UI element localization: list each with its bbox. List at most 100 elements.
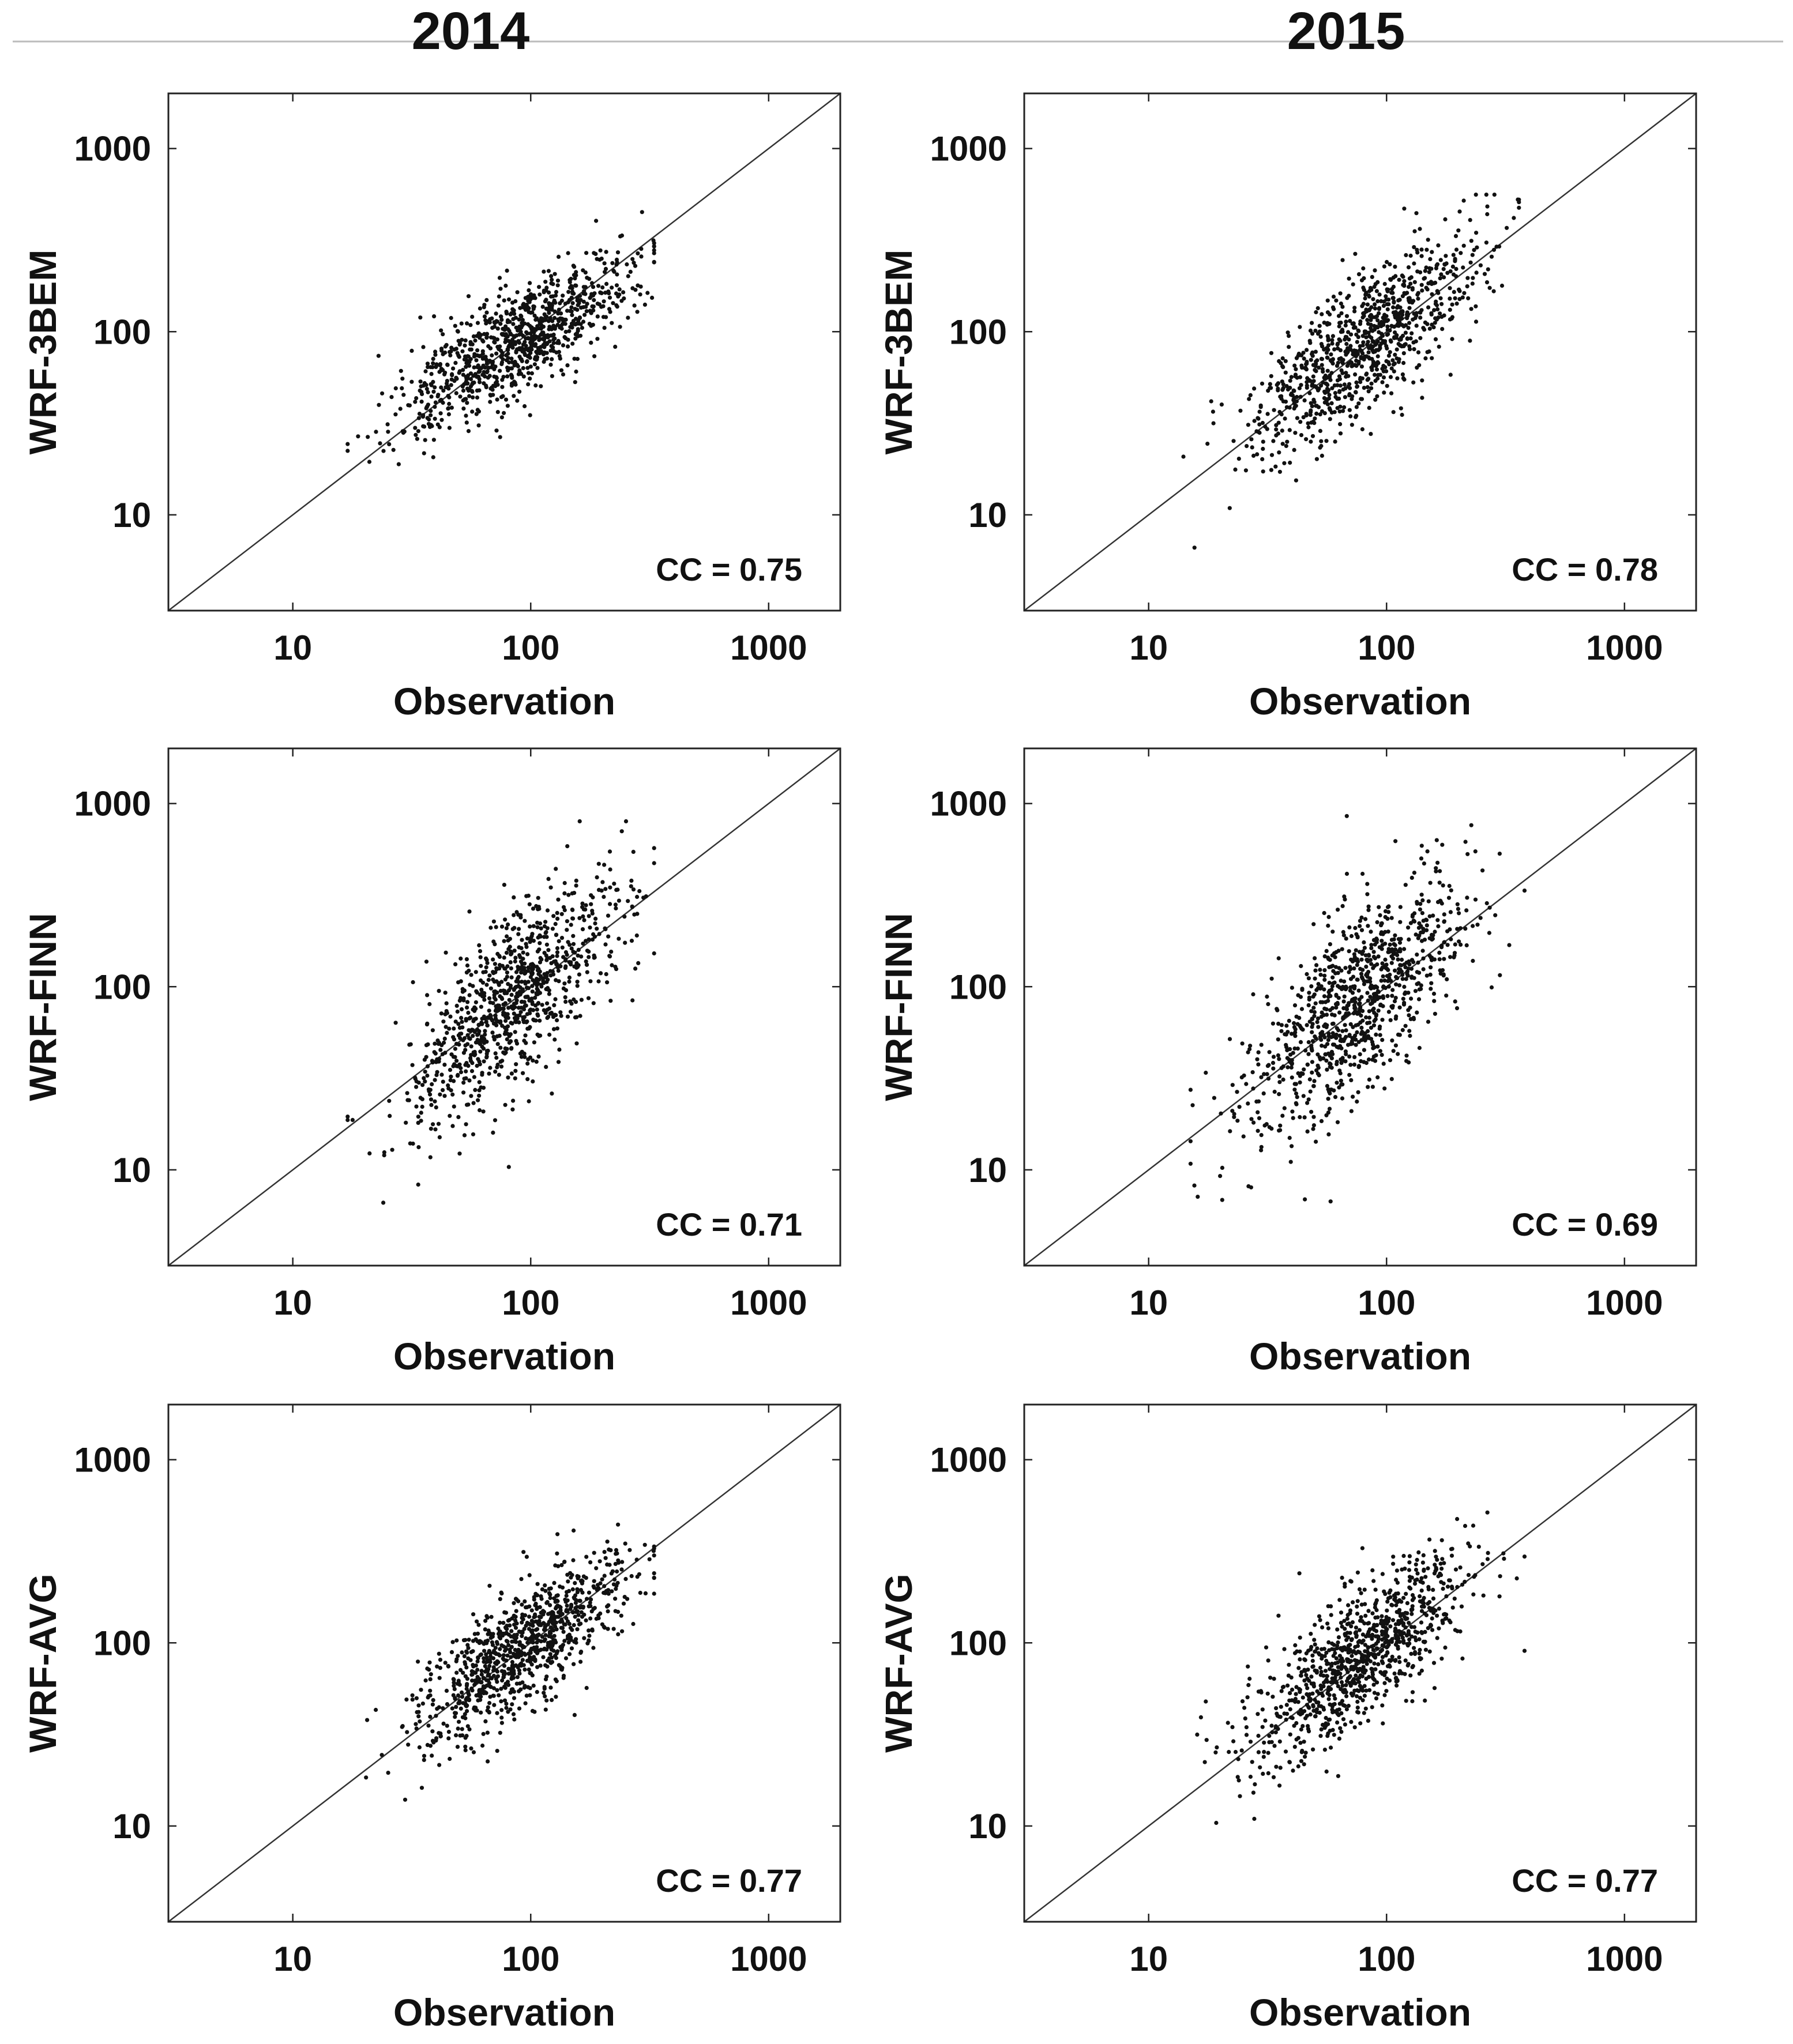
- data-point: [381, 449, 386, 453]
- data-point: [1314, 1068, 1319, 1072]
- data-point: [1401, 360, 1406, 366]
- data-point: [529, 325, 534, 330]
- data-point: [426, 1087, 431, 1092]
- data-point: [1322, 954, 1327, 959]
- data-point: [1412, 229, 1417, 234]
- data-point: [1369, 962, 1374, 966]
- data-point: [511, 1098, 516, 1103]
- data-point: [1435, 899, 1441, 905]
- data-point: [499, 1715, 504, 1720]
- data-point: [1385, 319, 1389, 323]
- data-point: [482, 997, 487, 1002]
- data-point: [1407, 1029, 1412, 1033]
- data-point: [600, 1577, 604, 1582]
- data-point: [493, 989, 498, 994]
- data-point: [531, 1058, 535, 1063]
- data-point: [1472, 248, 1476, 253]
- data-point: [1305, 972, 1309, 977]
- data-point: [429, 394, 434, 399]
- data-point: [474, 989, 479, 993]
- data-point: [1423, 320, 1427, 325]
- data-point: [1292, 404, 1298, 409]
- data-point: [575, 1627, 580, 1632]
- data-point: [520, 1630, 525, 1635]
- data-point: [1340, 328, 1345, 332]
- data-point: [528, 1659, 533, 1664]
- data-point: [537, 1614, 542, 1619]
- column-title-2014: 2014: [412, 2, 530, 61]
- data-point: [1416, 1550, 1421, 1554]
- data-point: [1240, 1041, 1245, 1046]
- data-point: [1384, 297, 1389, 302]
- data-point: [1311, 1127, 1315, 1131]
- data-point: [517, 317, 521, 322]
- data-point: [1319, 439, 1324, 443]
- data-point: [527, 288, 531, 293]
- data-point: [1335, 1062, 1339, 1067]
- data-point: [1367, 334, 1372, 338]
- data-point: [512, 1668, 516, 1673]
- data-point: [575, 1587, 580, 1591]
- data-point: [456, 1654, 460, 1658]
- data-point: [647, 1557, 652, 1561]
- data-point: [1364, 335, 1369, 340]
- data-point: [1287, 345, 1291, 349]
- data-point: [512, 1717, 517, 1722]
- data-point: [591, 1001, 596, 1006]
- data-point: [439, 398, 444, 402]
- data-point: [1332, 1013, 1337, 1018]
- data-point: [601, 304, 606, 308]
- data-point: [509, 1634, 513, 1639]
- data-point: [499, 1708, 504, 1712]
- data-point: [590, 1627, 595, 1632]
- data-point: [1262, 1749, 1266, 1754]
- data-point: [1309, 1109, 1314, 1114]
- data-point: [428, 1672, 433, 1677]
- data-point: [1362, 1035, 1366, 1040]
- data-point: [1276, 388, 1280, 393]
- data-point: [1484, 193, 1488, 197]
- data-point: [1382, 281, 1387, 287]
- data-point: [492, 993, 497, 997]
- data-point: [519, 1577, 524, 1582]
- data-point: [426, 1723, 431, 1728]
- data-point: [498, 1629, 502, 1634]
- data-point: [587, 937, 591, 942]
- data-point: [574, 961, 579, 966]
- data-point: [562, 1639, 567, 1643]
- data-point: [1379, 947, 1384, 951]
- data-point: [439, 367, 444, 371]
- data-point: [1432, 999, 1437, 1003]
- data-point: [1415, 1010, 1419, 1015]
- data-point: [1362, 978, 1366, 983]
- data-point: [461, 1081, 466, 1085]
- data-point: [557, 979, 561, 984]
- data-point: [1400, 323, 1405, 328]
- data-point: [565, 919, 570, 924]
- data-point: [425, 362, 430, 366]
- data-point: [625, 262, 629, 267]
- data-point: [548, 362, 553, 367]
- data-point: [1370, 1057, 1375, 1062]
- data-point: [1421, 967, 1426, 972]
- data-point: [548, 1640, 553, 1644]
- data-point: [411, 980, 415, 985]
- data-point: [1448, 307, 1452, 312]
- data-point: [499, 353, 504, 357]
- data-point: [484, 1678, 489, 1682]
- data-point: [1370, 1085, 1375, 1089]
- data-point: [441, 1721, 446, 1726]
- data-point: [1438, 311, 1442, 316]
- data-point: [575, 984, 580, 988]
- data-point: [1385, 324, 1390, 329]
- data-point: [1374, 348, 1379, 352]
- data-point: [544, 351, 549, 355]
- data-point: [1409, 966, 1414, 971]
- data-point: [528, 1055, 533, 1060]
- data-point: [465, 1709, 469, 1714]
- data-point: [1485, 204, 1490, 209]
- data-point: [496, 1626, 501, 1631]
- data-point: [1410, 1665, 1415, 1669]
- data-point: [1328, 993, 1333, 998]
- data-point: [1356, 335, 1360, 340]
